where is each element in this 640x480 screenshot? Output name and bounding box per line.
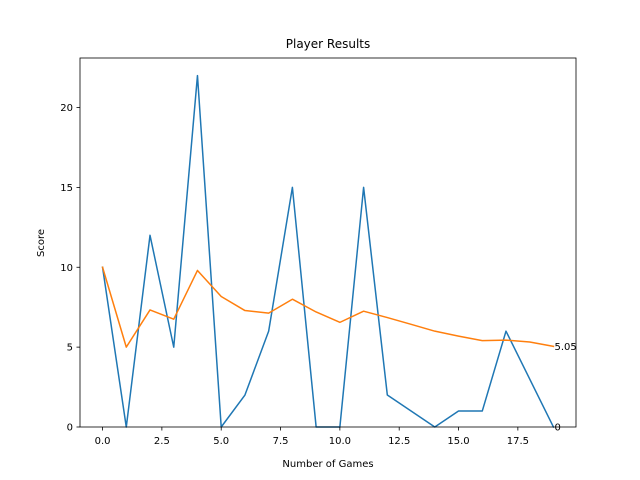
- data-annotation: 5.05: [554, 342, 576, 353]
- x-tick-label: 17.5: [507, 436, 529, 447]
- data-annotation: 0: [554, 423, 560, 434]
- y-tick-label: 15: [60, 183, 73, 194]
- x-tick-label: 7.5: [273, 436, 289, 447]
- x-tick-label: 5.0: [213, 436, 229, 447]
- x-tick-label: 10.0: [329, 436, 351, 447]
- y-tick-label: 5: [67, 343, 73, 354]
- y-tick-label: 20: [60, 103, 73, 114]
- x-tick-label: 15.0: [447, 436, 469, 447]
- y-tick-label: 10: [60, 263, 73, 274]
- x-axis-label: Number of Games: [282, 459, 373, 470]
- x-tick-label: 2.5: [154, 436, 170, 447]
- y-tick-label: 0: [67, 423, 73, 434]
- series-line-1: [101, 74, 555, 429]
- plot-frame: [79, 57, 577, 428]
- y-axis-label: Score: [36, 229, 47, 257]
- x-tick-label: 12.5: [388, 436, 410, 447]
- plot-area: 0.0 2.5 5.0 7.5 10.0 12.5 15.0 17.5 0 5 10 15 20 5.05…: [60, 57, 577, 447]
- chart-title: Player Results: [286, 37, 371, 51]
- x-tick-label: 0.0: [95, 436, 111, 447]
- series-line-2: [101, 266, 555, 348]
